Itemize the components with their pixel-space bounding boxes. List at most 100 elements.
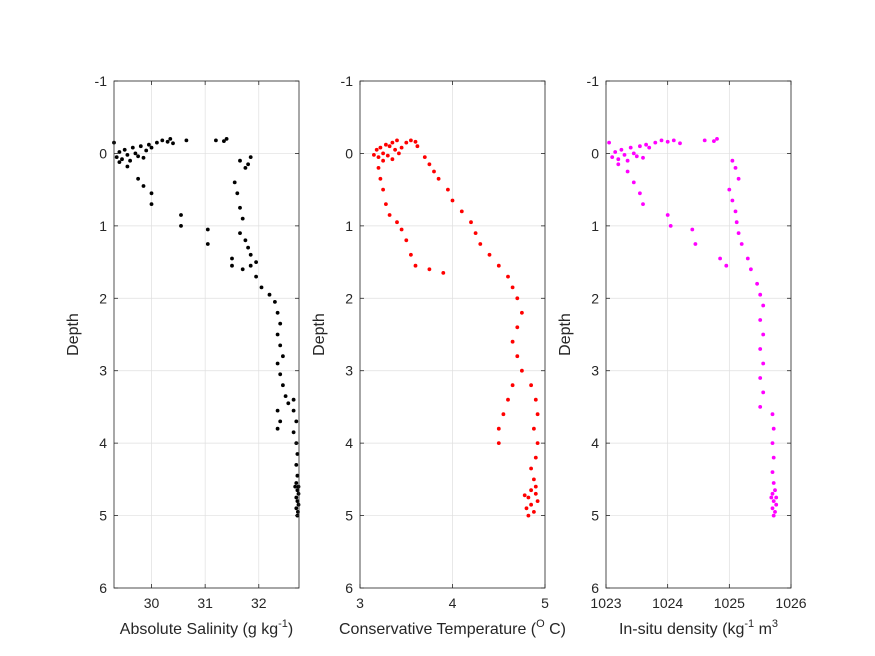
- salinity-data-point: [165, 139, 170, 144]
- temperature-data-point: [496, 441, 501, 445]
- density-data-point: [771, 426, 776, 431]
- temperature-data-point: [526, 495, 531, 500]
- temperature-data-point: [533, 455, 538, 460]
- temperature-data-point: [399, 145, 404, 150]
- temperature-data-point: [529, 502, 533, 507]
- density-data-point: [671, 138, 676, 143]
- temperature-data-point: [473, 231, 478, 236]
- density-data-point: [761, 332, 766, 337]
- density-data-point: [736, 231, 741, 236]
- temperature-data-point: [409, 252, 413, 257]
- temperature-data-point: [387, 144, 392, 149]
- salinity-data-point: [138, 144, 143, 149]
- density-data-point: [638, 144, 642, 149]
- salinity-data-point: [281, 354, 285, 359]
- salinity-data-point: [224, 137, 229, 141]
- salinity-data-point: [114, 155, 119, 160]
- density-data-point: [607, 140, 611, 145]
- salinity-data-point: [246, 162, 251, 167]
- temperature-data-point: [501, 412, 506, 417]
- density-y-tick-label: 6: [591, 580, 599, 596]
- density-data-point: [613, 150, 618, 154]
- density-data-point: [625, 158, 630, 163]
- temperature-data-point: [459, 209, 464, 214]
- salinity-data-point: [291, 408, 296, 413]
- temperature-data-point: [533, 491, 538, 496]
- temperature-data-point: [515, 325, 520, 330]
- salinity-y-tick-label: 4: [99, 435, 107, 451]
- density-data-point: [770, 412, 775, 417]
- temperature-data-point: [384, 202, 388, 207]
- density-data-point: [631, 151, 636, 156]
- salinity-x-tick-label: 31: [197, 595, 213, 611]
- temperature-data-point: [399, 227, 404, 232]
- density-data-point: [758, 318, 763, 322]
- density-data-point: [770, 491, 775, 496]
- salinity-data-point: [232, 180, 237, 185]
- temperature-data-point: [515, 296, 520, 301]
- density-data-point: [761, 390, 766, 395]
- density-data-point: [644, 142, 648, 147]
- temperature-data-point: [378, 176, 383, 181]
- density-data-point: [641, 155, 645, 160]
- salinity-data-point: [149, 145, 154, 150]
- temperature-data-point: [524, 506, 529, 511]
- density-data-point: [665, 139, 670, 144]
- density-data-point: [631, 180, 636, 185]
- salinity-data-point: [160, 138, 165, 143]
- salinity-data-point: [179, 213, 183, 217]
- salinity-data-point: [205, 227, 210, 232]
- salinity-data-point: [141, 155, 146, 160]
- density-data-point: [771, 481, 776, 485]
- salinity-data-point: [294, 495, 299, 500]
- density-data-point: [755, 281, 759, 286]
- temperature-data-point: [515, 354, 520, 359]
- salinity-data-point: [205, 242, 210, 246]
- temperature-data-point: [436, 176, 441, 181]
- salinity-data-point: [295, 452, 300, 456]
- density-data-point: [774, 502, 779, 507]
- salinity-data-point: [278, 343, 283, 348]
- salinity-data-point: [273, 300, 277, 304]
- salinity-data-point: [294, 463, 299, 467]
- temperature-x-axis-label: Conservative Temperature (O C): [339, 618, 566, 638]
- density-data-point: [770, 470, 775, 474]
- salinity-y-axis-label: Depth: [65, 313, 82, 356]
- temperature-data-point: [395, 220, 399, 225]
- density-data-point: [619, 147, 624, 152]
- density-data-point: [702, 138, 707, 143]
- salinity-data-point: [295, 473, 300, 478]
- temperature-y-tick-label: -1: [341, 73, 354, 89]
- temperature-data-point: [427, 162, 432, 167]
- salinity-data-point: [240, 267, 245, 272]
- density-y-tick-label: 3: [591, 363, 599, 379]
- salinity-data-point: [248, 263, 253, 268]
- temperature-data-point: [522, 493, 527, 498]
- salinity-data-point: [171, 141, 175, 146]
- density-data-point: [773, 488, 777, 493]
- salinity-data-point: [254, 260, 258, 264]
- salinity-axes-box: [113, 80, 300, 589]
- temperature-data-point: [529, 466, 533, 471]
- density-data-point: [616, 162, 621, 167]
- temperature-data-point: [529, 383, 533, 388]
- salinity-data-point: [117, 160, 122, 165]
- salinity-data-point: [240, 216, 245, 221]
- salinity-series: [112, 137, 301, 518]
- density-data-point: [745, 256, 750, 261]
- density-x-axis-label: In-situ density (kg-1 m3: [619, 618, 778, 638]
- salinity-data-point: [286, 401, 291, 406]
- temperature-data-point: [520, 368, 524, 373]
- density-data-point: [634, 154, 639, 159]
- temperature-data-point: [446, 187, 450, 192]
- salinity-data-point: [291, 430, 296, 435]
- salinity-data-point: [293, 484, 298, 489]
- salinity-data-point: [133, 151, 138, 156]
- temperature-x-tick-label: 3: [356, 595, 364, 611]
- density-data-point: [690, 227, 695, 232]
- temperature-data-point: [409, 138, 413, 143]
- temperature-data-point: [535, 499, 540, 503]
- temperature-data-point: [510, 383, 515, 388]
- density-data-point: [769, 495, 774, 500]
- temperature-data-point: [376, 166, 381, 170]
